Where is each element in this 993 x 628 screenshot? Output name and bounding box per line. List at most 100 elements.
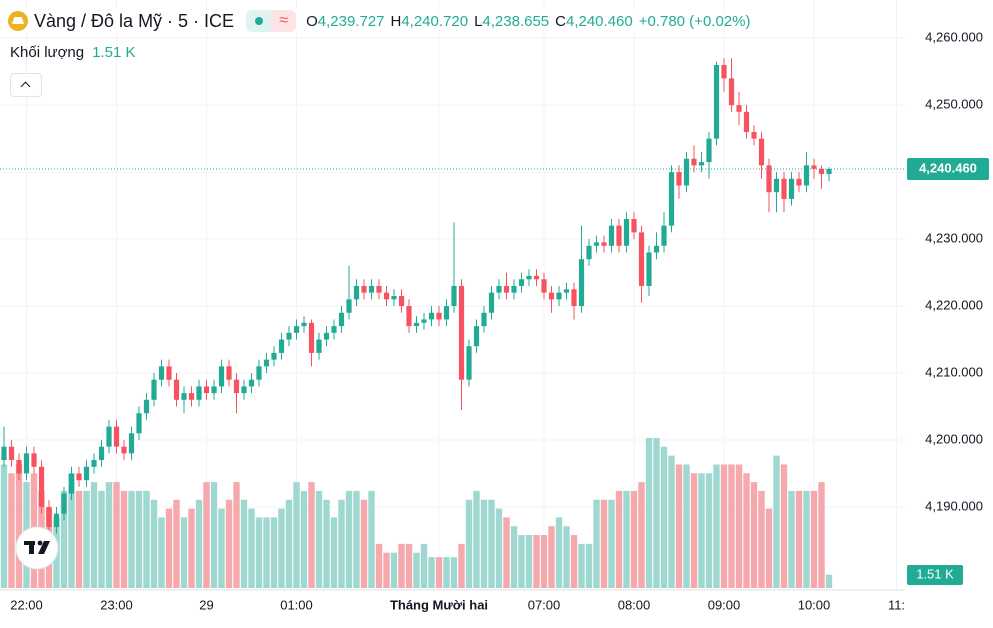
volume-bar xyxy=(773,455,780,588)
volume-bar xyxy=(668,455,675,588)
candle-body xyxy=(518,279,525,286)
ohlc-key: C xyxy=(555,12,566,30)
candle-body xyxy=(451,285,457,307)
volume-bar xyxy=(293,482,300,588)
volume-bar xyxy=(585,543,593,588)
volume-bar xyxy=(278,508,285,588)
volume-bar xyxy=(750,482,758,588)
x-tick-label: 22:00 xyxy=(10,597,43,612)
candle-body xyxy=(376,285,382,293)
volume-bar xyxy=(383,552,390,588)
last-price-tag xyxy=(907,158,989,181)
volume-bar xyxy=(360,499,368,588)
volume-bar xyxy=(600,499,608,588)
status-toggle[interactable]: ≈ xyxy=(246,10,297,32)
volume-bar xyxy=(60,490,68,588)
candle-body xyxy=(788,178,795,199)
candle-body xyxy=(106,426,112,447)
tv-logo[interactable] xyxy=(15,526,59,570)
y-tick-label: 4,190.000 xyxy=(925,498,983,513)
candle-body xyxy=(196,386,202,400)
volume-bar xyxy=(795,490,803,588)
candle-body xyxy=(278,339,285,353)
volume-bar xyxy=(285,499,293,588)
symbol-row: Vàng / Đô la Mỹ · 5 · ICE ≈ O4,239.727 H4… xyxy=(8,10,757,32)
volume-bar xyxy=(458,543,465,588)
volume-bar xyxy=(165,508,173,588)
x-tick-label: 07:00 xyxy=(528,597,561,612)
ohlc-value: 4,240.460 xyxy=(565,12,633,30)
ohlc-key: L xyxy=(474,12,483,30)
volume-bar xyxy=(330,517,338,588)
candle-body xyxy=(773,178,780,193)
market-status xyxy=(246,10,272,32)
volume-bar xyxy=(690,473,698,588)
candle-body xyxy=(593,242,600,246)
tv-logo-part xyxy=(37,540,43,546)
candle-body xyxy=(338,312,345,327)
volume-bar xyxy=(188,508,195,588)
candle-body xyxy=(653,245,660,253)
volume-bar xyxy=(510,526,518,588)
volume-tag xyxy=(907,565,963,585)
candle-body xyxy=(736,105,742,112)
candle-body xyxy=(668,172,675,226)
y-tick-label: 4,230.000 xyxy=(925,231,983,246)
volume-bar xyxy=(705,473,713,588)
candle-body xyxy=(743,111,750,132)
candle-body xyxy=(563,289,570,293)
candle-body xyxy=(661,225,667,246)
delay-status: ≈ xyxy=(271,10,297,32)
candle-body xyxy=(391,296,397,300)
volume-name: Khối lượng xyxy=(10,44,85,61)
volume-bar xyxy=(353,490,360,588)
volume-layer xyxy=(0,438,833,588)
volume-bar xyxy=(825,574,833,588)
candle-body xyxy=(406,306,412,327)
candle-body xyxy=(53,513,60,528)
volume-bar xyxy=(555,517,563,588)
volume-bar xyxy=(113,482,120,588)
ohlc-key: O xyxy=(306,12,318,30)
volume-bar xyxy=(533,535,540,588)
volume-bar xyxy=(90,482,98,588)
candle-body xyxy=(293,326,300,333)
volume-bar xyxy=(375,543,383,588)
candle-body xyxy=(488,292,495,313)
volume-bar xyxy=(495,508,503,588)
candle-body xyxy=(616,225,622,246)
candle-body xyxy=(188,393,195,400)
y-tick-label: 4,200.000 xyxy=(925,431,983,446)
candle-body xyxy=(601,242,607,246)
candle-body xyxy=(158,366,165,380)
volume-bar xyxy=(525,535,533,588)
volume-bar xyxy=(743,473,750,588)
volume-bar xyxy=(713,464,720,588)
volume-bar xyxy=(413,552,420,588)
volume-bar xyxy=(345,490,353,588)
volume-bar xyxy=(518,535,525,588)
candle-body xyxy=(826,169,832,174)
candle-body xyxy=(323,332,330,340)
volume-bar xyxy=(98,490,105,588)
symbol-icon xyxy=(8,11,28,31)
candle-body xyxy=(331,326,337,333)
volume-bar xyxy=(540,535,548,588)
candle-body xyxy=(691,158,697,166)
volume-bar xyxy=(195,499,203,588)
candle-body xyxy=(136,413,142,434)
volume-bar xyxy=(698,473,705,588)
symbol-title[interactable]: Vàng / Đô la Mỹ · 5 · ICE xyxy=(34,10,235,31)
candle-body xyxy=(8,446,15,461)
collapse-button[interactable] xyxy=(10,73,42,97)
volume-bar xyxy=(300,490,308,588)
candle-body xyxy=(683,158,690,186)
candle-body xyxy=(143,399,150,414)
volume-bar xyxy=(660,446,668,588)
volume-bar xyxy=(480,499,488,588)
ohlc-value: 4,239.727 xyxy=(317,12,385,30)
volume-bar xyxy=(150,499,158,588)
candle-body xyxy=(638,232,645,286)
volume-bar xyxy=(308,482,315,588)
x-tick-label: 01:00 xyxy=(280,597,313,612)
